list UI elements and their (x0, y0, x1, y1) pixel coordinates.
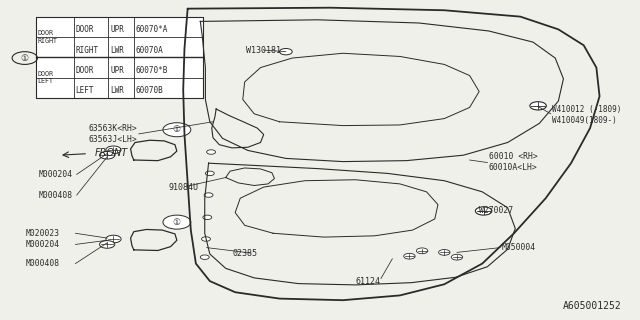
Circle shape (163, 215, 191, 229)
Text: 60070B: 60070B (136, 86, 163, 95)
Text: 61124: 61124 (356, 276, 381, 285)
Text: M000204: M000204 (26, 240, 60, 249)
Text: ①: ① (173, 125, 181, 134)
Circle shape (438, 250, 450, 255)
Circle shape (202, 237, 211, 241)
Text: M050004: M050004 (501, 243, 536, 252)
Text: 91084U: 91084U (168, 183, 198, 192)
Circle shape (207, 150, 216, 154)
Circle shape (100, 241, 115, 248)
Circle shape (404, 253, 415, 259)
Text: 63563K<RH>: 63563K<RH> (88, 124, 137, 132)
Bar (36, 17, 204, 98)
Circle shape (203, 215, 212, 220)
Circle shape (204, 193, 213, 197)
Text: W270027: W270027 (479, 206, 513, 215)
Circle shape (106, 146, 121, 154)
Text: M000408: M000408 (26, 259, 60, 268)
Text: 02385: 02385 (232, 250, 257, 259)
Circle shape (205, 171, 214, 176)
Text: M000408: M000408 (38, 190, 73, 200)
Text: 60070*B: 60070*B (136, 66, 168, 75)
Circle shape (106, 235, 121, 243)
Text: 60070*A: 60070*A (136, 25, 168, 34)
Text: ①: ① (173, 218, 181, 227)
Text: M000204: M000204 (38, 170, 73, 179)
Text: LWR: LWR (110, 46, 124, 55)
Text: 60010A<LH>: 60010A<LH> (489, 164, 538, 172)
Text: FRONT: FRONT (95, 148, 128, 158)
Circle shape (280, 49, 292, 55)
Text: LWR: LWR (110, 86, 124, 95)
Text: UPR: UPR (110, 25, 124, 34)
Text: DOOR: DOOR (76, 25, 94, 34)
Text: DOOR: DOOR (76, 66, 94, 75)
Circle shape (451, 254, 463, 260)
Text: A605001252: A605001252 (563, 301, 621, 311)
Circle shape (163, 123, 191, 137)
Text: 63563J<LH>: 63563J<LH> (88, 135, 137, 144)
Circle shape (417, 248, 428, 254)
Circle shape (476, 207, 492, 215)
Text: W130181: W130181 (246, 45, 281, 55)
Circle shape (530, 102, 547, 110)
Text: W410012 (-1809): W410012 (-1809) (552, 105, 621, 114)
Text: M020023: M020023 (26, 229, 60, 238)
Text: RIGHT: RIGHT (76, 46, 99, 55)
Text: 60010 <RH>: 60010 <RH> (489, 152, 538, 161)
Text: 60070A: 60070A (136, 46, 163, 55)
Text: W410049(1809-): W410049(1809-) (552, 116, 617, 125)
Circle shape (100, 151, 115, 159)
Text: LEFT: LEFT (76, 86, 94, 95)
Text: ①: ① (20, 53, 29, 62)
Text: DOOR
RIGHT: DOOR RIGHT (38, 30, 58, 44)
Text: DOOR
LEFT: DOOR LEFT (38, 71, 54, 84)
Circle shape (200, 255, 209, 260)
Text: UPR: UPR (110, 66, 124, 75)
